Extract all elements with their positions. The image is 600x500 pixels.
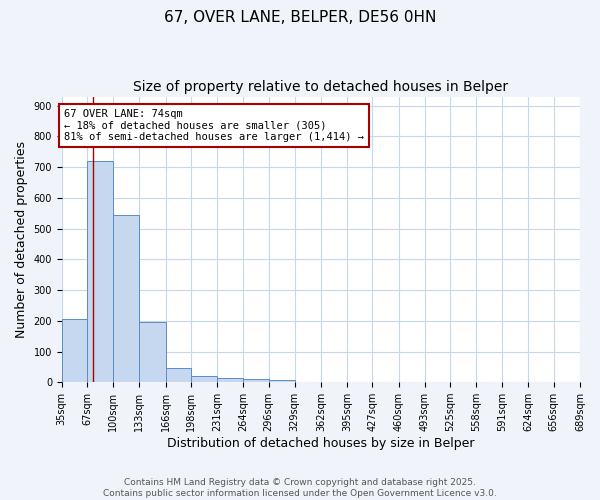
Title: Size of property relative to detached houses in Belper: Size of property relative to detached ho… (133, 80, 508, 94)
Bar (87, 161, 113, 382)
Bar (113, 215, 139, 382)
Text: 67, OVER LANE, BELPER, DE56 0HN: 67, OVER LANE, BELPER, DE56 0HN (164, 10, 436, 25)
Bar (139, 322, 166, 382)
Y-axis label: Number of detached properties: Number of detached properties (15, 141, 28, 338)
Bar (191, 376, 217, 382)
X-axis label: Distribution of detached houses by size in Belper: Distribution of detached houses by size … (167, 437, 475, 450)
Text: 67 OVER LANE: 74sqm
← 18% of detached houses are smaller (305)
81% of semi-detac: 67 OVER LANE: 74sqm ← 18% of detached ho… (64, 109, 364, 142)
Bar (269, 380, 295, 382)
Bar (62, 320, 87, 382)
Bar (217, 378, 243, 382)
Text: Contains HM Land Registry data © Crown copyright and database right 2025.
Contai: Contains HM Land Registry data © Crown c… (103, 478, 497, 498)
Bar (166, 368, 191, 382)
Bar (243, 379, 269, 382)
